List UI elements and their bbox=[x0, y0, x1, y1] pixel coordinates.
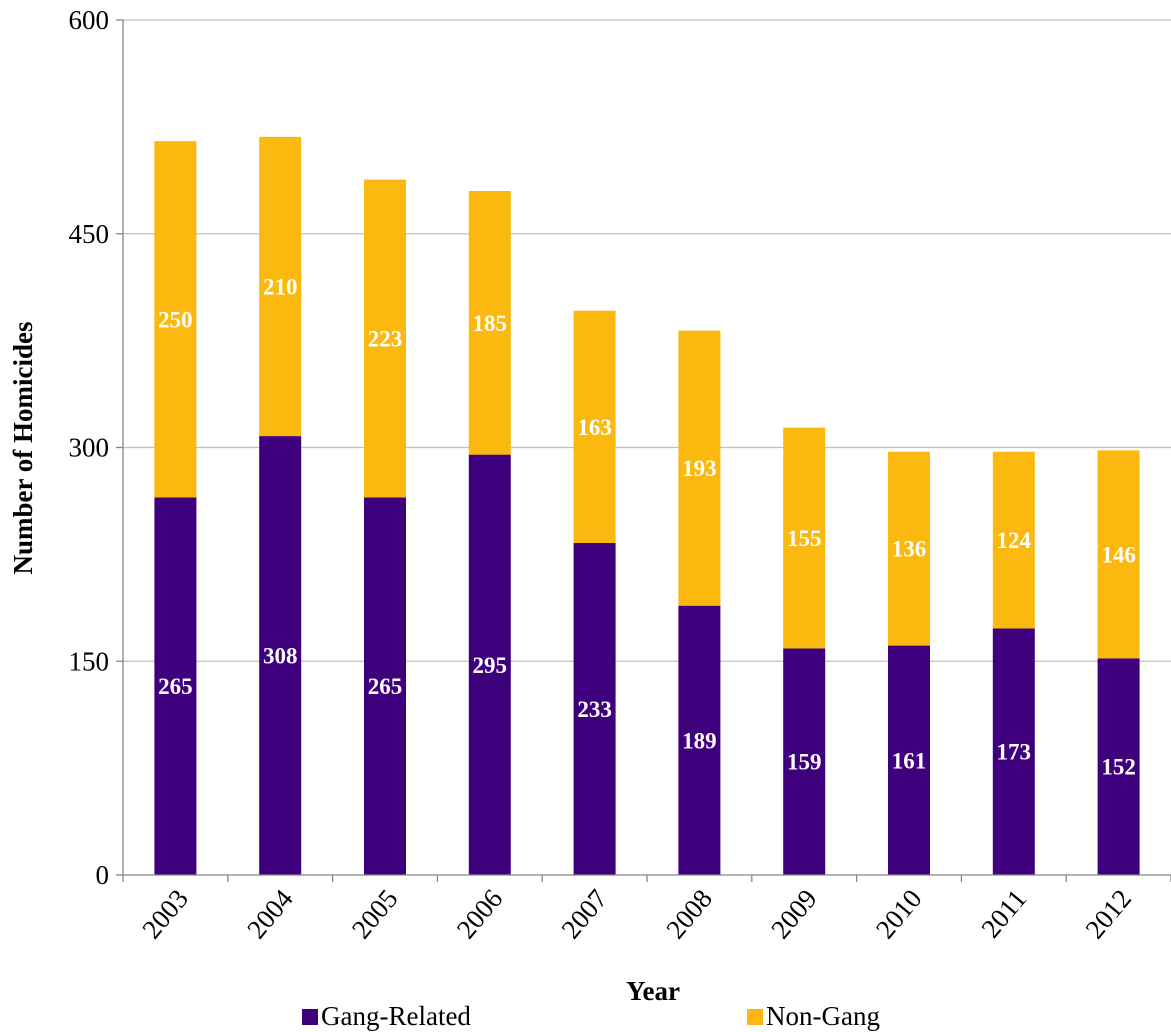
y-tick-label: 0 bbox=[96, 860, 110, 890]
bar-gang-related-2004 bbox=[259, 436, 302, 875]
bar-gang-related-2003 bbox=[154, 497, 197, 875]
data-labels: 265 250 308 210 265 223 295 185 233 163 189 193 159 1… bbox=[158, 274, 1136, 779]
x-tick-label: 2009 bbox=[765, 884, 823, 945]
legend-swatch-non-gang bbox=[747, 1009, 763, 1025]
legend: Gang-Related Non-Gang bbox=[302, 1001, 880, 1031]
data-label: 155 bbox=[787, 526, 822, 551]
legend-label-non-gang: Non-Gang bbox=[766, 1001, 880, 1031]
data-label: 146 bbox=[1101, 542, 1136, 567]
data-label: 159 bbox=[787, 750, 822, 775]
y-tick-label: 600 bbox=[69, 5, 110, 35]
data-label: 193 bbox=[682, 456, 717, 481]
bar-gang-related-2007 bbox=[573, 542, 616, 875]
bar-non-gang-2006 bbox=[468, 191, 511, 455]
x-tick-label: 2004 bbox=[241, 883, 299, 944]
x-axis-title: Year bbox=[626, 976, 680, 1006]
legend-label-gang-related: Gang-Related bbox=[321, 1001, 471, 1031]
bar-gang-related-2010 bbox=[888, 645, 930, 875]
data-label: 185 bbox=[473, 311, 508, 336]
bars bbox=[154, 136, 1140, 875]
bar-gang-related-2011 bbox=[992, 628, 1035, 875]
x-tick-label: 2007 bbox=[556, 884, 614, 945]
y-axis-title: Number of Homicides bbox=[8, 322, 38, 575]
x-tick-label: 2012 bbox=[1080, 884, 1138, 945]
bar-gang-related-2005 bbox=[364, 497, 406, 875]
bar-non-gang-2010 bbox=[888, 451, 930, 646]
data-label: 233 bbox=[577, 697, 612, 722]
bar-non-gang-2009 bbox=[783, 427, 826, 649]
bar-non-gang-2011 bbox=[992, 451, 1035, 629]
bar-non-gang-2004 bbox=[259, 136, 302, 437]
bar-non-gang-2003 bbox=[154, 141, 197, 498]
axes bbox=[116, 19, 1171, 882]
bar-non-gang-2012 bbox=[1097, 450, 1140, 659]
data-label: 163 bbox=[577, 415, 612, 440]
x-tick-label: 2006 bbox=[451, 884, 509, 945]
bar-non-gang-2005 bbox=[364, 179, 406, 498]
bar-non-gang-2007 bbox=[573, 310, 616, 543]
data-label: 161 bbox=[892, 748, 927, 773]
x-tick-label: 2003 bbox=[136, 884, 194, 945]
data-label: 173 bbox=[997, 740, 1032, 765]
bar-gang-related-2008 bbox=[678, 605, 721, 875]
data-label: 124 bbox=[997, 528, 1032, 553]
data-label: 265 bbox=[158, 674, 193, 699]
data-label: 295 bbox=[473, 653, 508, 678]
bar-gang-related-2006 bbox=[468, 454, 511, 875]
data-label: 210 bbox=[263, 274, 298, 299]
y-tick-label: 300 bbox=[69, 433, 110, 463]
y-tick-labels: 0 150 300 450 600 bbox=[69, 5, 110, 890]
data-label: 308 bbox=[263, 644, 298, 669]
data-label: 189 bbox=[682, 728, 717, 753]
y-tick-label: 450 bbox=[69, 219, 110, 249]
legend-swatch-gang-related bbox=[302, 1009, 318, 1025]
data-label: 250 bbox=[158, 307, 193, 332]
x-tick-labels: 2003 2004 2005 2006 2007 2008 2009 2010 2011 2012 bbox=[136, 883, 1137, 944]
bar-non-gang-2008 bbox=[678, 330, 721, 606]
x-tick-label: 2008 bbox=[660, 884, 718, 945]
x-tick-label: 2005 bbox=[346, 884, 404, 945]
data-label: 223 bbox=[368, 326, 403, 351]
data-label: 265 bbox=[368, 674, 403, 699]
x-tick-label: 2010 bbox=[870, 884, 928, 945]
bar-gang-related-2009 bbox=[783, 648, 826, 875]
bar-gang-related-2012 bbox=[1097, 658, 1140, 875]
data-label: 136 bbox=[892, 537, 927, 562]
x-tick-label: 2011 bbox=[975, 884, 1032, 944]
data-label: 152 bbox=[1101, 755, 1136, 780]
y-tick-label: 150 bbox=[69, 646, 110, 676]
